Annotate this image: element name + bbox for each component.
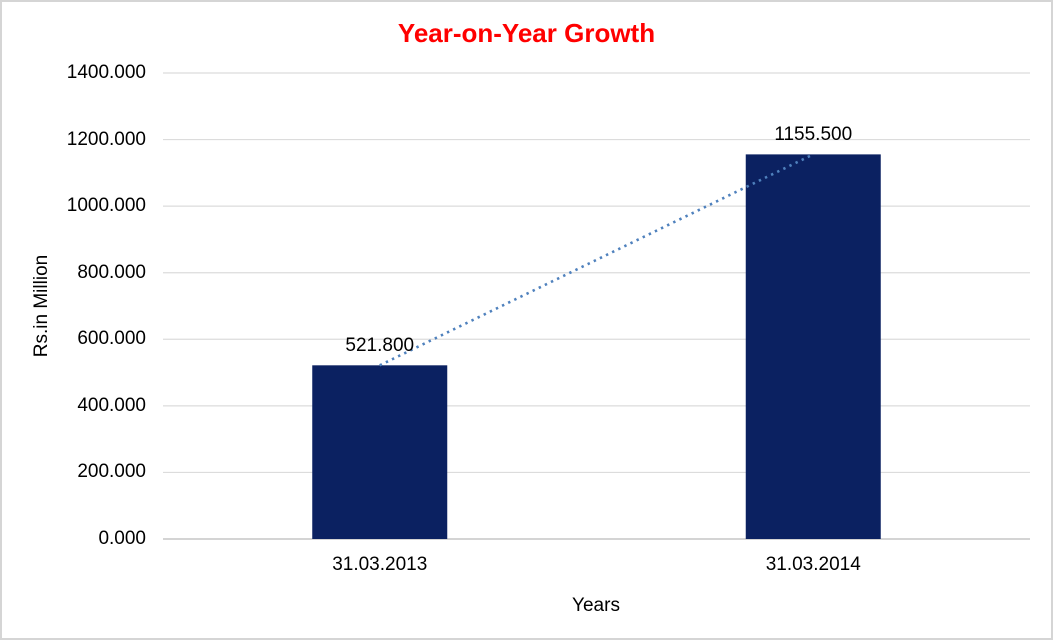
- x-category-label: 31.03.2013: [332, 554, 428, 575]
- y-tick-label: 1000.000: [66, 195, 146, 217]
- trendline: [379, 153, 814, 367]
- x-axis-title: Years: [572, 595, 620, 616]
- bar-31.03.2013: [312, 365, 448, 539]
- y-tick-label: 0.000: [98, 528, 146, 549]
- y-tick-label: 400.000: [77, 394, 146, 416]
- y-tick-label: 800.000: [77, 261, 146, 283]
- y-tick-label: 1400.000: [66, 62, 146, 83]
- y-tick-label: 200.000: [77, 461, 146, 483]
- bar-31.03.2014: [745, 154, 881, 539]
- y-tick-label: 600.000: [77, 328, 146, 350]
- y-tick-label: 1200.000: [66, 128, 146, 150]
- bar-value-label: 521.800: [345, 335, 415, 357]
- bar-value-label: 1155.500: [774, 124, 853, 146]
- chart-title: Year-on-Year Growth: [397, 18, 656, 48]
- x-category-label: 31.03.2014: [765, 554, 861, 575]
- y-axis-title: Rs.in Million: [31, 254, 52, 358]
